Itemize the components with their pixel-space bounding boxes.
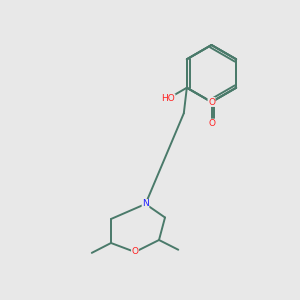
Text: HO: HO (161, 94, 175, 103)
Text: O: O (131, 248, 139, 256)
Text: N: N (142, 200, 149, 208)
Text: O: O (208, 119, 215, 128)
Text: O: O (208, 98, 215, 106)
